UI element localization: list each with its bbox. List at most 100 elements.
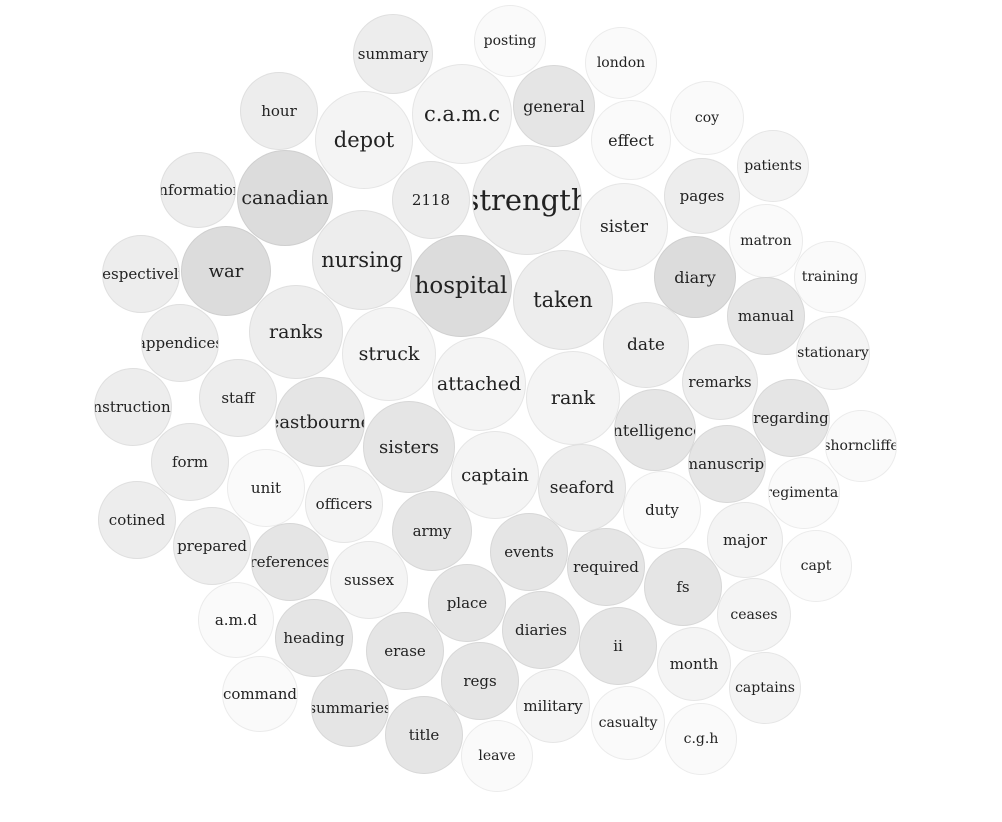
word-label: taken — [533, 288, 593, 312]
word-bubble: patients — [737, 130, 809, 202]
word-label: place — [446, 594, 488, 612]
word-bubble: place — [428, 564, 506, 642]
word-bubble: duty — [623, 471, 701, 549]
word-bubble: major — [707, 502, 783, 578]
word-label: officers — [315, 495, 373, 513]
word-bubble: matron — [729, 204, 803, 278]
word-label: remarks — [688, 373, 752, 391]
word-label: general — [523, 96, 585, 116]
word-bubble: sisters — [363, 401, 455, 493]
word-bubble: heading — [275, 599, 353, 677]
word-bubble: struck — [342, 307, 436, 401]
word-label: title — [408, 726, 440, 744]
word-bubble: officers — [305, 465, 383, 543]
word-label: instructions — [94, 398, 171, 416]
word-label: matron — [740, 233, 792, 249]
word-bubble: war — [181, 226, 271, 316]
word-bubble: sister — [580, 183, 668, 271]
word-bubble: diaries — [502, 591, 580, 669]
word-label: major — [722, 531, 768, 549]
word-bubble: general — [513, 65, 595, 147]
word-label: a.m.d — [214, 611, 258, 629]
word-label: month — [669, 655, 719, 673]
word-bubble: army — [392, 491, 472, 571]
word-label: capt — [800, 558, 832, 574]
word-label: military — [523, 697, 583, 715]
word-label: army — [412, 522, 452, 540]
word-bubble: taken — [513, 250, 613, 350]
word-label: hospital — [414, 273, 508, 299]
word-label: nursing — [321, 248, 403, 272]
word-label: summaries — [311, 699, 389, 717]
word-label: eastbourne — [276, 411, 364, 433]
word-label: staff — [221, 389, 255, 407]
word-label: references — [251, 553, 329, 571]
word-label: casualty — [598, 715, 658, 731]
word-bubble: cotined — [98, 481, 176, 559]
word-bubble: ranks — [249, 285, 343, 379]
word-label: war — [208, 260, 244, 282]
word-label: patients — [744, 158, 802, 174]
word-label: ranks — [269, 321, 323, 343]
word-label: information — [161, 181, 235, 199]
word-label: diaries — [515, 621, 567, 639]
word-label: captain — [461, 464, 529, 486]
word-label: shorncliffe — [825, 438, 897, 454]
word-bubble: respectively — [102, 235, 180, 313]
word-bubble: london — [585, 27, 657, 99]
word-bubble: erase — [366, 612, 444, 690]
word-bubble: effect — [591, 100, 671, 180]
word-label: leave — [478, 748, 516, 764]
word-label: ceases — [730, 607, 778, 623]
word-bubble: nursing — [312, 210, 412, 310]
word-label: coy — [694, 110, 720, 126]
word-bubble: coy — [670, 81, 744, 155]
word-bubble: stationary — [796, 316, 870, 390]
word-bubble: posting — [474, 5, 546, 77]
word-bubble: attached — [432, 337, 526, 431]
word-bubble: title — [385, 696, 463, 774]
word-label: c.g.h — [683, 731, 719, 747]
word-label: summary — [357, 45, 429, 63]
word-label: manuscript — [688, 455, 766, 473]
word-bubble: ceases — [717, 578, 791, 652]
word-label: captains — [735, 680, 795, 696]
word-bubble: regarding — [752, 379, 830, 457]
word-bubble: required — [567, 528, 645, 606]
word-label: duty — [645, 501, 679, 519]
word-bubble: manuscript — [688, 425, 766, 503]
word-bubble: information — [160, 152, 236, 228]
word-bubble: prepared — [173, 507, 251, 585]
word-label: london — [596, 55, 646, 71]
word-bubble: events — [490, 513, 568, 591]
word-bubble: remarks — [682, 344, 758, 420]
word-label: prepared — [177, 537, 247, 555]
word-label: strength — [473, 183, 581, 217]
word-bubble: ii — [579, 607, 657, 685]
word-bubble: capt — [780, 530, 852, 602]
word-label: sister — [600, 217, 648, 237]
word-bubble: c.g.h — [665, 703, 737, 775]
word-label: pages — [679, 187, 725, 205]
word-bubble: diary — [654, 236, 736, 318]
word-bubble: 2118 — [392, 161, 470, 239]
word-label: fs — [676, 578, 690, 596]
word-bubble: summaries — [311, 669, 389, 747]
word-bubble: regs — [441, 642, 519, 720]
word-bubble: regimental — [768, 457, 840, 529]
word-label: ii — [613, 637, 623, 655]
word-label: sussex — [343, 571, 395, 589]
word-bubble: manual — [727, 277, 805, 355]
word-bubble: pages — [664, 158, 740, 234]
word-label: manual — [737, 307, 795, 325]
word-label: regarding — [753, 409, 829, 427]
word-label: hour — [261, 102, 297, 120]
word-bubble: appendices — [141, 304, 219, 382]
word-label: form — [172, 453, 208, 471]
word-bubble: eastbourne — [275, 377, 365, 467]
word-label: respectively — [102, 265, 179, 283]
word-bubble: seaford — [538, 444, 626, 532]
word-bubble: month — [657, 627, 731, 701]
word-label: regimental — [768, 485, 840, 501]
word-bubble: canadian — [237, 150, 333, 246]
